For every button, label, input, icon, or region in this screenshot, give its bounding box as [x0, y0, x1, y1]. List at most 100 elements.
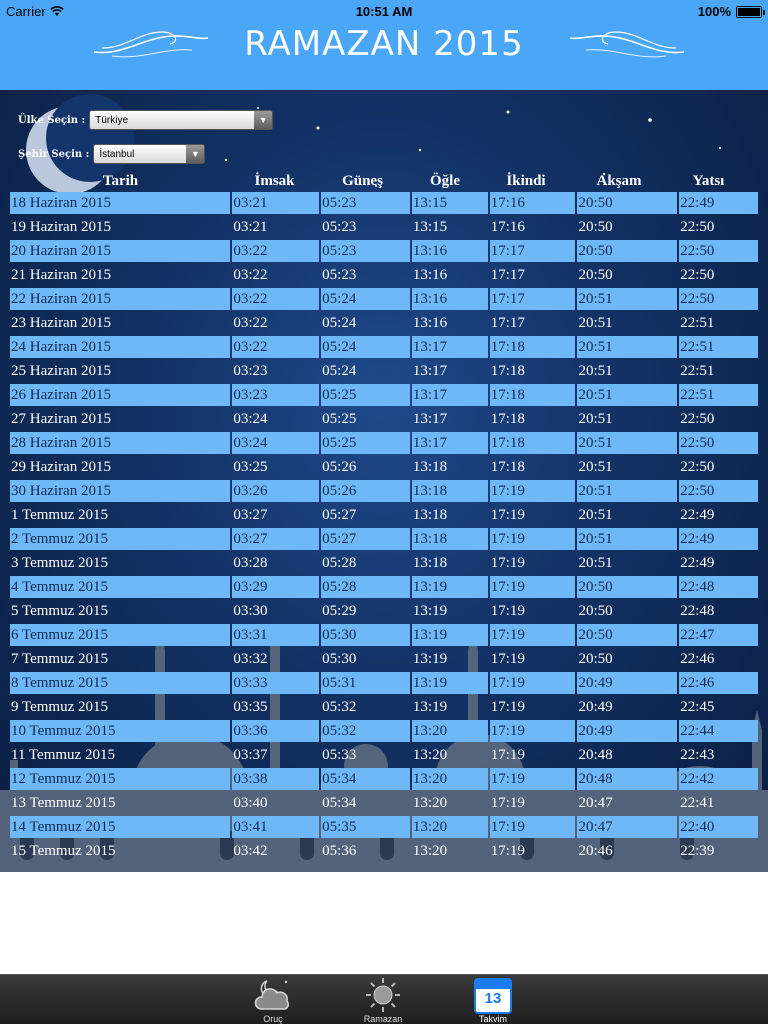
table-cell: 05:34	[322, 795, 357, 811]
table-row: 1 Temmuz 2015 03:27 05:27 13:18 17:19 20:51 22…	[10, 504, 758, 528]
table-cell: 13:19	[411, 624, 488, 646]
table-cell: 05:26	[321, 480, 410, 502]
table-cell: 05:28	[322, 555, 357, 571]
table-cell: 13:18	[412, 555, 448, 571]
table-cell: 22:50	[679, 288, 758, 310]
table-cell: 03:21	[233, 219, 268, 235]
table-cell: 05:32	[321, 720, 410, 742]
table-cell: 17:16	[489, 192, 576, 214]
table-cell: 05:31	[321, 672, 410, 694]
table-cell: 22:43	[680, 747, 715, 763]
tab-takvim[interactable]: 13 Takvim	[463, 975, 523, 1024]
table-cell: 05:24	[321, 288, 410, 310]
tab-label-takvim: Takvim	[478, 1014, 507, 1024]
table-cell: 20:50	[578, 219, 613, 235]
table-cell: 20:49	[577, 720, 678, 742]
table-cell: 8 Temmuz 2015	[10, 672, 231, 694]
table-cell: 17:19	[490, 507, 525, 523]
table-cell: 22:50	[680, 267, 715, 283]
table-cell: 22:41	[680, 795, 715, 811]
table-row: 21 Haziran 2015 03:22 05:23 13:16 17:17 20:50…	[10, 264, 758, 288]
table-cell: 20:51	[578, 507, 613, 523]
table-cell: 20:48	[578, 747, 613, 763]
table-cell: 20:48	[577, 768, 678, 790]
table-cell: 22:50	[679, 240, 758, 262]
table-cell: 03:28	[233, 555, 268, 571]
table-cell: 13:20	[411, 816, 488, 838]
table-cell: 03:27	[232, 528, 320, 550]
page-title: RAMAZAN 2015	[244, 24, 524, 64]
table-cell: 17:19	[489, 480, 576, 502]
city-value: İstanbul	[99, 148, 135, 160]
table-row: 23 Haziran 2015 03:22 05:24 13:16 17:17 20:51…	[10, 312, 758, 336]
table-cell: 03:41	[232, 816, 320, 838]
table-row: 6 Temmuz 2015 03:31 05:30 13:19 17:19 20:50 22…	[10, 624, 758, 648]
tab-oruc[interactable]: Oruç	[243, 975, 303, 1024]
table-cell: 22:50	[680, 219, 715, 235]
table-cell: 15 Temmuz 2015	[11, 843, 116, 859]
table-cell: 03:42	[233, 843, 268, 859]
battery-percent: 100%	[697, 4, 731, 19]
table-cell: 2 Temmuz 2015	[10, 528, 231, 550]
table-cell: 22:50	[679, 480, 758, 502]
table-cell: 13:17	[411, 384, 488, 406]
tab-ramazan[interactable]: Ramazan	[353, 975, 413, 1024]
table-cell: 20:49	[578, 699, 613, 715]
column-header: Yatsı	[692, 172, 725, 189]
country-select[interactable]: Türkiye ▼	[89, 110, 274, 130]
table-row: 3 Temmuz 2015 03:28 05:28 13:18 17:19 20:51 22…	[10, 552, 758, 576]
table-cell: 17:19	[489, 768, 576, 790]
table-cell: 03:24	[233, 411, 268, 427]
table-cell: 20:51	[578, 363, 613, 379]
table-cell: 20:51	[577, 288, 678, 310]
table-cell: 22 Haziran 2015	[10, 288, 231, 310]
table-row: 20 Haziran 2015 03:22 05:23 13:16 17:17 20:50…	[10, 240, 758, 264]
table-cell: 27 Haziran 2015	[11, 411, 111, 427]
table-cell: 22:51	[679, 336, 758, 358]
table-cell: 05:24	[321, 336, 410, 358]
table-cell: 20:51	[577, 336, 678, 358]
table-row: 2 Temmuz 2015 03:27 05:27 13:18 17:19 20:51 22…	[10, 528, 758, 552]
table-row: 25 Haziran 2015 03:23 05:24 13:17 17:18 20:51…	[10, 360, 758, 384]
table-cell: 13:16	[411, 240, 488, 262]
table-cell: 22:49	[680, 507, 715, 523]
main-content: Ülke Seçin : Türkiye ▼ Şehir Seçin : İst…	[0, 90, 768, 872]
table-cell: 17:17	[490, 315, 525, 331]
table-cell: 13 Temmuz 2015	[11, 795, 116, 811]
table-cell: 03:37	[233, 747, 268, 763]
table-cell: 17:17	[489, 288, 576, 310]
table-cell: 20:50	[577, 624, 678, 646]
column-header: Tarih	[102, 172, 139, 189]
city-selector-row: Şehir Seçin : İstanbul ▼	[18, 144, 206, 164]
table-cell: 03:31	[232, 624, 320, 646]
table-row: 27 Haziran 2015 03:24 05:25 13:17 17:18 20:51…	[10, 408, 758, 432]
sun-icon	[366, 978, 400, 1012]
table-cell: 10 Temmuz 2015	[10, 720, 231, 742]
table-cell: 05:30	[322, 651, 357, 667]
table-cell: 17:19	[490, 603, 525, 619]
table-cell: 17:19	[489, 576, 576, 598]
table-cell: 22:46	[679, 672, 758, 694]
table-cell: 17:19	[490, 651, 525, 667]
table-cell: 03:33	[232, 672, 320, 694]
table-cell: 22:51	[679, 384, 758, 406]
table-cell: 03:40	[233, 795, 268, 811]
table-cell: 05:32	[322, 699, 357, 715]
table-row: 19 Haziran 2015 03:21 05:23 13:15 17:16 20:50…	[10, 216, 758, 240]
table-cell: 13:18	[411, 480, 488, 502]
table-cell: 14 Temmuz 2015	[10, 816, 231, 838]
table-cell: 20:51	[577, 480, 678, 502]
table-cell: 20:49	[577, 672, 678, 694]
table-cell: 03:22	[232, 240, 320, 262]
table-cell: 05:30	[321, 624, 410, 646]
table-cell: 03:21	[232, 192, 320, 214]
table-cell: 03:22	[232, 288, 320, 310]
table-cell: 03:24	[232, 432, 320, 454]
table-cell: 03:35	[233, 699, 268, 715]
table-cell: 03:30	[233, 603, 268, 619]
table-cell: 17:19	[490, 843, 525, 859]
table-row: 30 Haziran 2015 03:26 05:26 13:18 17:19 20:51…	[10, 480, 758, 504]
table-cell: 20:47	[577, 816, 678, 838]
city-select[interactable]: İstanbul ▼	[93, 144, 206, 164]
table-cell: 28 Haziran 2015	[10, 432, 231, 454]
